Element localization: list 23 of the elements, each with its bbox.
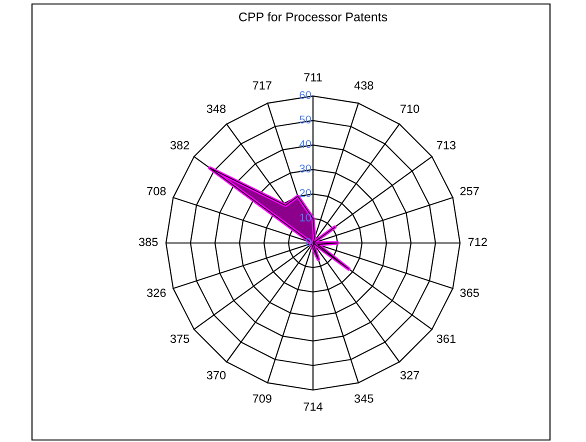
spoke-label: 709 xyxy=(252,394,272,403)
spoke-label: 365 xyxy=(460,288,479,298)
y-tick-label: 10 xyxy=(300,214,312,222)
spoke-label: 717 xyxy=(252,81,272,90)
spoke-label: 714 xyxy=(304,402,323,411)
spoke-label: 713 xyxy=(436,141,456,150)
spoke-label: 326 xyxy=(147,288,166,298)
spoke-label: 385 xyxy=(138,238,158,246)
spoke-label: 370 xyxy=(206,371,226,380)
spoke-label: 712 xyxy=(468,238,487,246)
spoke-label: 361 xyxy=(436,334,456,343)
spoke-label: 438 xyxy=(354,81,374,90)
spoke-label: 711 xyxy=(304,73,322,82)
spoke-label: 257 xyxy=(460,186,479,196)
y-tick-label: 0 xyxy=(306,238,312,246)
spoke-label: 327 xyxy=(400,371,420,380)
spoke-label: 375 xyxy=(170,334,190,343)
spoke-label: 382 xyxy=(170,141,190,150)
spoke-label: 708 xyxy=(147,186,166,196)
chart-title: CPP for Processor Patents xyxy=(239,12,388,22)
spoke-label: 348 xyxy=(206,104,226,113)
spoke-label: 710 xyxy=(400,104,420,113)
spoke-label: 345 xyxy=(354,394,374,403)
